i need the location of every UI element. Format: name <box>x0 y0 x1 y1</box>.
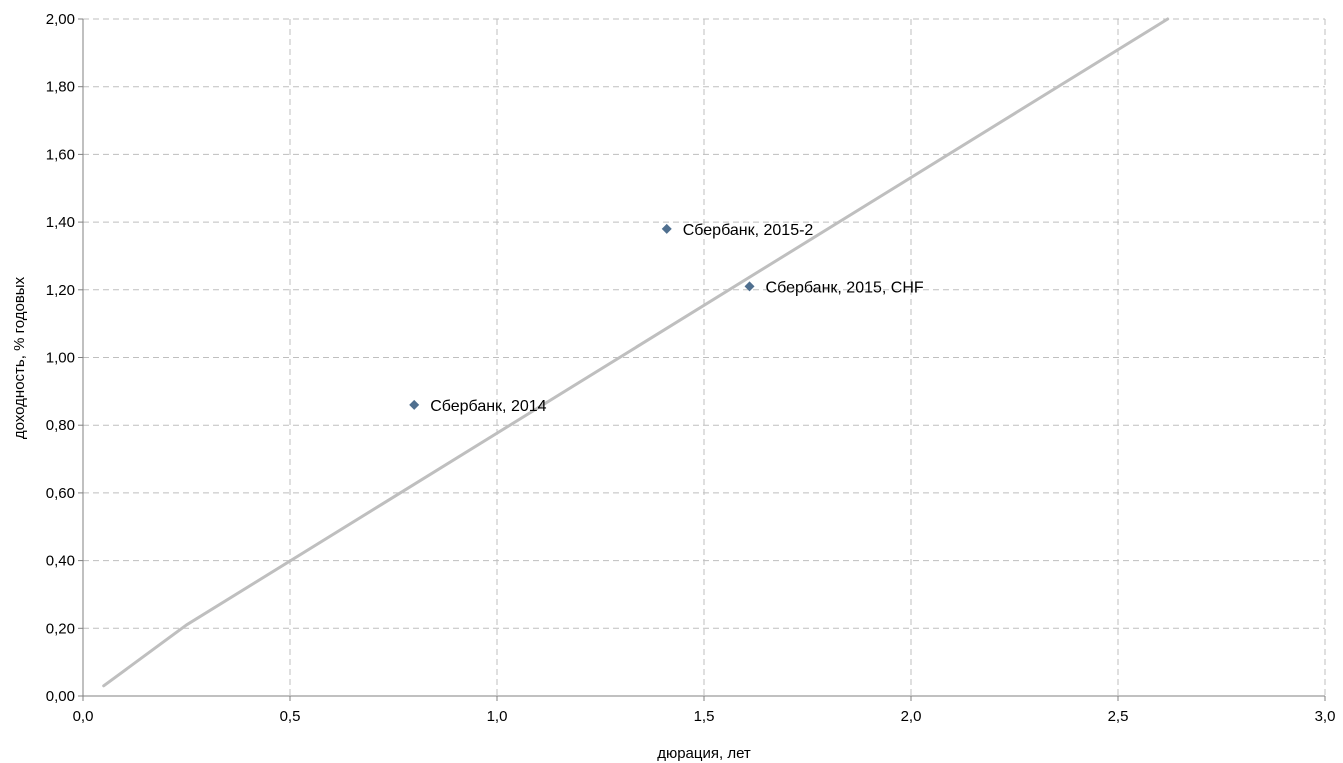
y-axis-title: доходность, % годовых <box>11 276 28 439</box>
x-tick-label: 1,5 <box>694 708 715 725</box>
x-tick-label: 1,0 <box>487 708 508 725</box>
data-point-label: Сбербанк, 2015-2 <box>683 222 814 239</box>
y-tick-label: 1,00 <box>46 350 75 367</box>
data-point-marker <box>662 224 672 234</box>
grid <box>83 19 1325 696</box>
point-labels: Сбербанк, 2014 Сбербанк, 2015-2 Сбербанк, … <box>430 222 924 415</box>
y-tick-label: 2,00 <box>46 11 75 28</box>
tick-labels: 0,00 0,20 0,40 0,60 0,80 1,00 1,20 1,40 1,60 1,80… <box>46 11 1336 725</box>
y-tick-label: 0,40 <box>46 553 75 570</box>
y-tick-label: 0,80 <box>46 417 75 434</box>
x-tick-label: 0,0 <box>73 708 94 725</box>
x-tick-label: 2,0 <box>901 708 922 725</box>
y-tick-label: 1,60 <box>46 146 75 163</box>
axes <box>78 19 1325 701</box>
y-tick-label: 0,00 <box>46 688 75 705</box>
y-tick-label: 0,20 <box>46 620 75 637</box>
y-tick-label: 1,20 <box>46 282 75 299</box>
x-tick-label: 3,0 <box>1315 708 1336 725</box>
x-axis-title: дюрация, лет <box>657 745 751 762</box>
x-tick-label: 2,5 <box>1108 708 1129 725</box>
y-tick-label: 1,40 <box>46 214 75 231</box>
x-tick-label: 0,5 <box>280 708 301 725</box>
trendline-group <box>104 19 1168 686</box>
data-point-label: Сбербанк, 2015, CHF <box>766 279 924 296</box>
data-point-label: Сбербанк, 2014 <box>430 398 546 415</box>
data-point-marker <box>409 400 419 410</box>
y-tick-label: 1,80 <box>46 79 75 96</box>
y-tick-label: 0,60 <box>46 485 75 502</box>
trendline <box>104 19 1168 686</box>
